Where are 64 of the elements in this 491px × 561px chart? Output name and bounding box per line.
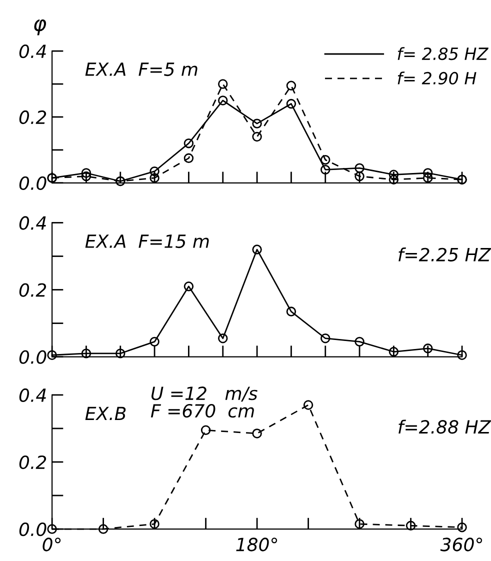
y-tick-label: 0.4 [19,388,46,402]
annotation: EX.B [85,406,126,420]
point [116,348,126,358]
point [303,400,314,410]
point [388,174,399,184]
point [457,522,467,532]
point [252,132,262,142]
legend-label: f= 2.85 HZ [398,47,488,60]
annotation: f=2.88 HZ [398,420,491,434]
point [81,348,92,358]
annotation: f=2.25 HZ [398,248,491,262]
point [406,520,416,531]
y-tick-label: 0.2 [19,110,46,124]
point [320,154,330,165]
x-tick-label: 180° [236,538,278,552]
y-tick-label: 0.2 [19,283,46,297]
y-tick-label: 0.0 [19,176,46,190]
point [286,306,296,316]
y-tick-label: 0.4 [19,216,46,230]
point [354,171,364,182]
x-tick-label: 0° [42,538,61,552]
point [388,170,399,180]
point [47,524,57,534]
point [150,166,160,176]
annotation: F =670 cm [150,404,254,418]
annotation: U =12 m/s [151,386,258,402]
point [354,519,364,529]
y-tick-label: 0.2 [19,455,46,470]
point [354,163,364,173]
annotation: EX.A F=5 m [85,62,198,76]
point [457,350,467,360]
point [184,282,194,292]
point [184,138,194,148]
point [81,171,92,182]
point [218,96,228,106]
y-tick-label: 0.0 [19,350,46,364]
point [423,168,433,178]
point [150,519,160,529]
point [150,336,160,347]
point [320,164,330,175]
point [218,334,228,344]
annotation: EX.A F=15 m [85,234,209,248]
point [200,425,211,435]
point [320,334,330,344]
point [98,524,108,534]
point [252,244,262,254]
point [388,346,399,357]
y-tick-label: 0.4 [19,44,46,58]
point [81,168,92,178]
point [252,428,262,438]
point [47,350,57,360]
legend-label: f= 2.90 H [398,72,476,85]
point [252,118,262,128]
y-axis-title: φ [34,19,46,36]
y-tick-label: 0.0 [19,522,46,536]
point [286,98,296,109]
point [286,80,296,91]
point [218,79,228,89]
point [423,173,433,183]
point [423,344,433,354]
point [354,336,364,347]
point [184,153,194,164]
point [150,173,160,183]
x-tick-label: 360° [440,538,482,552]
